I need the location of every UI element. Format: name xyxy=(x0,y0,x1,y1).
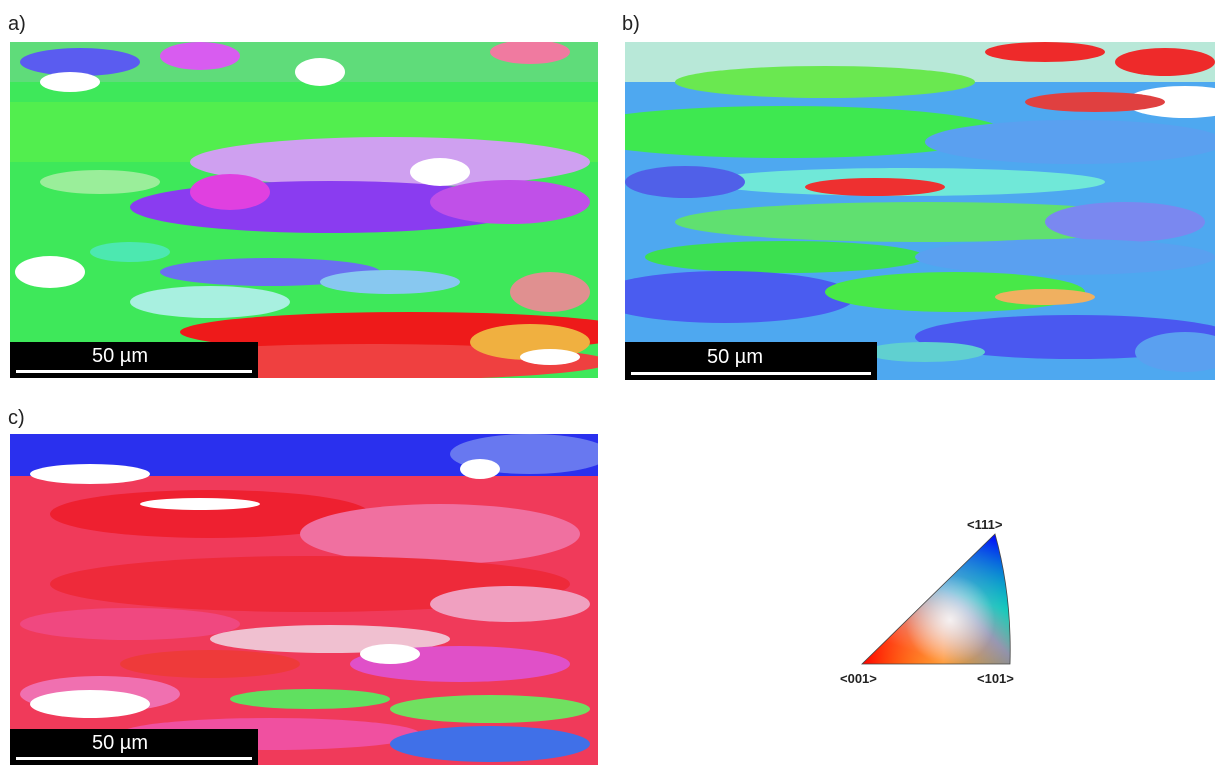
scale-bar-a-line xyxy=(16,370,252,373)
ipf-legend: <111> <001> <101> xyxy=(830,510,1040,690)
ipf-label-111: <111> xyxy=(967,517,1003,532)
scale-bar-c-label: 50 µm xyxy=(92,732,148,754)
scale-bar-a: 50 µm xyxy=(10,342,258,378)
panel-a-label: a) xyxy=(8,13,26,35)
ebsd-map-c: 50 µm xyxy=(10,434,598,765)
panel-b-label: b) xyxy=(622,13,640,35)
scale-bar-b: 50 µm xyxy=(625,342,877,380)
ebsd-map-b-image xyxy=(625,42,1215,380)
scale-bar-b-label: 50 µm xyxy=(707,346,763,368)
scale-bar-c-line xyxy=(16,757,252,760)
scale-bar-c: 50 µm xyxy=(10,729,258,765)
ipf-label-101: <101> xyxy=(977,671,1014,686)
scale-bar-a-label: 50 µm xyxy=(92,345,148,367)
scale-bar-b-line xyxy=(631,372,871,375)
ipf-triangle xyxy=(861,533,1011,665)
ebsd-map-c-image xyxy=(10,434,598,765)
ebsd-map-a-image xyxy=(10,42,598,378)
ebsd-map-b: 50 µm xyxy=(625,42,1215,380)
ebsd-map-a: 50 µm xyxy=(10,42,598,378)
panel-c-label: c) xyxy=(8,407,25,429)
ipf-label-001: <001> xyxy=(840,671,877,686)
